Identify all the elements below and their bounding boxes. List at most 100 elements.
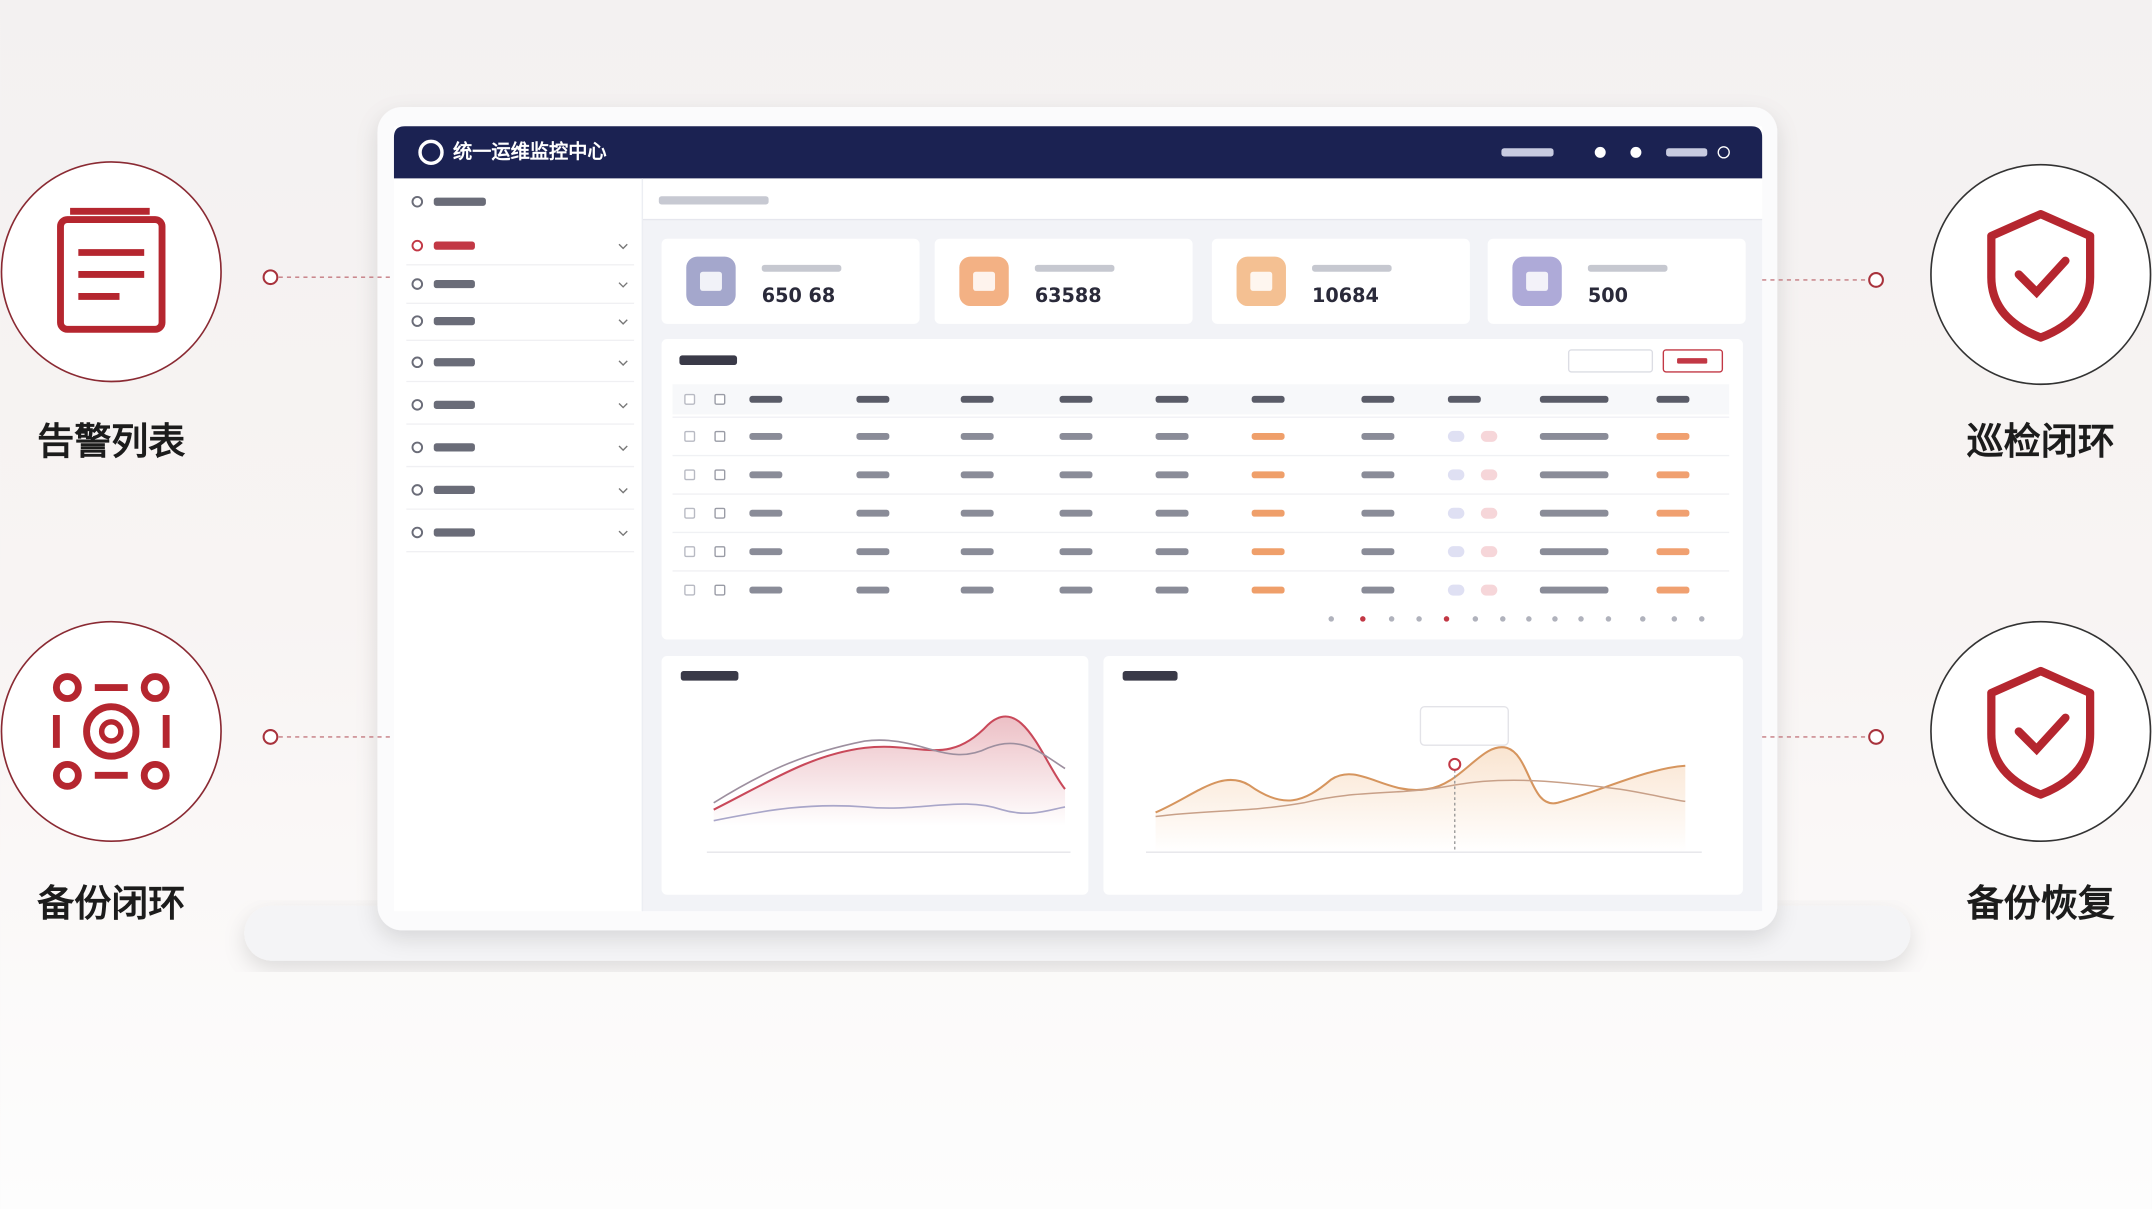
menu-item[interactable] [433, 528, 475, 537]
feature-label: 备份恢复 [1967, 882, 2115, 925]
menu-icon [411, 399, 424, 411]
table-cell [1059, 509, 1093, 517]
row-icon [714, 546, 726, 558]
pagination-dot[interactable] [1472, 616, 1479, 622]
checkbox[interactable] [684, 546, 696, 558]
pagination-dot[interactable] [1578, 616, 1584, 622]
pagination-dot[interactable] [1699, 616, 1705, 622]
chart-line [713, 739, 1066, 804]
header-icon[interactable] [1594, 146, 1606, 158]
stat-icon-glyph [1250, 271, 1273, 291]
menu-icon [411, 484, 424, 496]
hover-point[interactable] [1448, 757, 1462, 771]
checkbox[interactable] [684, 430, 696, 442]
status-tag [1480, 469, 1498, 481]
connector-dot [1868, 729, 1884, 745]
table-cell [1059, 586, 1093, 594]
logo [418, 139, 444, 166]
menu-icon [411, 278, 424, 290]
menu-icon [411, 239, 424, 252]
feature-icon [140, 760, 170, 790]
menu-item[interactable] [433, 241, 475, 250]
table-cell [1155, 432, 1189, 440]
menu-icon [411, 195, 424, 208]
table-cell [1361, 432, 1395, 440]
area-chart [706, 715, 1071, 853]
feature-circle [1930, 163, 2152, 386]
search-input[interactable] [1567, 349, 1654, 373]
menu-icon [411, 441, 424, 454]
menu-item[interactable] [433, 443, 475, 452]
chart-area [1155, 747, 1686, 853]
status-tag [1480, 507, 1498, 519]
table-cell [749, 548, 783, 556]
table-cell [856, 586, 890, 594]
header-menu[interactable] [1666, 148, 1708, 157]
panel-title [1122, 671, 1178, 681]
pagination-dot[interactable] [1443, 616, 1450, 622]
app-header [393, 126, 1763, 179]
menu-icon [411, 315, 424, 327]
header-user[interactable] [1501, 148, 1554, 157]
checkbox[interactable] [684, 584, 696, 596]
feature-icon [1987, 666, 2095, 799]
menu-icon [411, 356, 424, 369]
table-cell [856, 471, 890, 479]
header-icon[interactable] [1630, 146, 1642, 158]
stat-cards: 650 68 63588 10684 500 [661, 238, 1746, 324]
feature-circle [0, 620, 222, 843]
pagination-dot[interactable] [1500, 616, 1506, 622]
stat-value: 10684 [1312, 284, 1379, 307]
checkbox[interactable] [684, 393, 696, 405]
table-cell [1059, 548, 1093, 556]
pagination-dot[interactable] [1388, 616, 1395, 622]
menu-item[interactable] [433, 400, 475, 409]
checkbox[interactable] [684, 507, 696, 519]
table-cell [960, 586, 994, 594]
stat-icon-glyph [973, 271, 996, 291]
menu-chevron [618, 488, 628, 494]
feature-icon [52, 760, 82, 790]
table-cell [1361, 509, 1395, 517]
feature-icon [1987, 209, 2095, 342]
menu-chevron [618, 445, 628, 452]
chart-area [713, 716, 1066, 827]
feature-label: 巡检闭环 [1967, 420, 2115, 463]
table-cell [1656, 509, 1690, 517]
breadcrumb [658, 196, 769, 205]
pagination-dot[interactable] [1605, 616, 1612, 622]
menu-icon [411, 526, 424, 539]
table-cell [1251, 432, 1285, 440]
table-cell [1539, 509, 1609, 517]
pagination-dot[interactable] [1671, 616, 1678, 622]
pagination-dot[interactable] [1526, 616, 1532, 622]
table-cell [1656, 471, 1690, 479]
menu-item[interactable] [433, 358, 475, 367]
sidebar [406, 195, 635, 553]
menu-item[interactable] [433, 197, 486, 206]
table-cell [1656, 395, 1690, 403]
feature-icon [140, 673, 170, 702]
table-cell [1539, 471, 1609, 479]
pagination-dot[interactable] [1360, 616, 1366, 622]
stat-value: 63588 [1035, 284, 1102, 307]
checkbox[interactable] [684, 469, 696, 481]
pagination-dot[interactable] [1640, 616, 1646, 622]
menu-item[interactable] [433, 279, 475, 289]
status-tag [1447, 546, 1465, 558]
stat-icon-glyph [699, 271, 722, 291]
chart-line [713, 803, 1066, 822]
pagination-dot[interactable] [1416, 616, 1422, 622]
table-cell [960, 471, 994, 479]
menu-item[interactable] [433, 317, 475, 326]
table-cell [1361, 395, 1395, 403]
menu-chevron [618, 360, 628, 367]
pagination-dot[interactable] [1328, 616, 1334, 622]
stat-caption [761, 264, 842, 272]
header-icon[interactable] [1717, 146, 1730, 159]
feature-icon [2014, 713, 2070, 756]
table-cell [1251, 586, 1285, 594]
table-cell [960, 509, 994, 517]
menu-item[interactable] [433, 485, 475, 495]
pagination-dot[interactable] [1552, 616, 1558, 622]
